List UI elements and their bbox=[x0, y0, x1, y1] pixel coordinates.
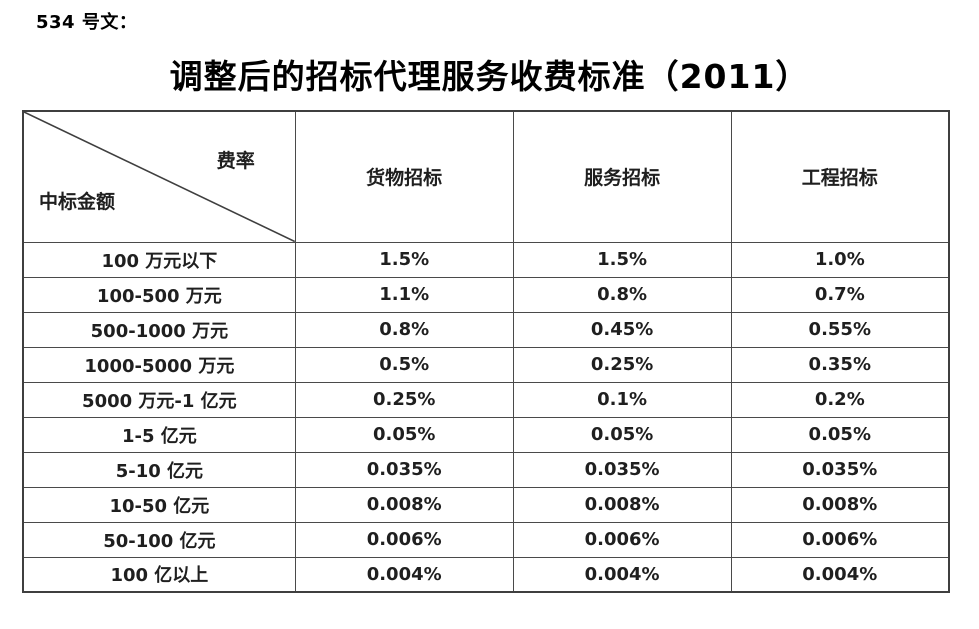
table-row: 5000 万元-1 亿元 0.25% 0.1% 0.2% bbox=[22, 381, 950, 418]
rate-cell: 0.004% bbox=[730, 556, 950, 593]
fee-table: 费率 中标金额 货物招标 服务招标 工程招标 100 万元以下 1.5% 1.5% 1… bbox=[22, 110, 950, 593]
amount-range-cell: 10-50 亿元 bbox=[22, 486, 296, 523]
rate-cell: 1.5% bbox=[512, 241, 732, 278]
rate-cell: 0.035% bbox=[730, 451, 950, 488]
corner-label-bid-amount: 中标金额 bbox=[39, 190, 116, 213]
rate-cell: 1.5% bbox=[294, 241, 514, 278]
table-row: 100 万元以下 1.5% 1.5% 1.0% bbox=[22, 241, 950, 278]
rate-cell: 0.008% bbox=[730, 486, 950, 523]
diagonal-divider-line bbox=[24, 112, 295, 242]
amount-range-cell: 1-5 亿元 bbox=[22, 416, 296, 453]
table-row: 100-500 万元 1.1% 0.8% 0.7% bbox=[22, 276, 950, 313]
amount-range-cell: 5000 万元-1 亿元 bbox=[22, 381, 296, 418]
amount-range-cell: 100 万元以下 bbox=[22, 241, 296, 278]
corner-label-fee-rate: 费率 bbox=[216, 150, 255, 172]
rate-cell: 0.05% bbox=[294, 416, 514, 453]
table-row: 100 亿以上 0.004% 0.004% 0.004% bbox=[22, 556, 950, 593]
rate-cell: 0.5% bbox=[294, 346, 514, 383]
rate-cell: 0.006% bbox=[730, 521, 950, 558]
table-row: 50-100 亿元 0.006% 0.006% 0.006% bbox=[22, 521, 950, 558]
rate-cell: 0.05% bbox=[512, 416, 732, 453]
rate-cell: 0.05% bbox=[730, 416, 950, 453]
amount-range-cell: 100-500 万元 bbox=[22, 276, 296, 313]
table-row: 1000-5000 万元 0.5% 0.25% 0.35% bbox=[22, 346, 950, 383]
rate-cell: 1.0% bbox=[730, 241, 950, 278]
rate-cell: 0.008% bbox=[294, 486, 514, 523]
rate-cell: 0.008% bbox=[512, 486, 732, 523]
rate-cell: 0.35% bbox=[730, 346, 950, 383]
page-title: 调整后的招标代理服务收费标准（2011） bbox=[169, 57, 810, 96]
amount-range-cell: 50-100 亿元 bbox=[22, 521, 296, 558]
rate-cell: 0.8% bbox=[512, 276, 732, 313]
table-row: 10-50 亿元 0.008% 0.008% 0.008% bbox=[22, 486, 950, 523]
column-header-engineering-tender: 工程招标 bbox=[730, 110, 950, 243]
rate-cell: 0.006% bbox=[294, 521, 514, 558]
rate-cell: 0.7% bbox=[730, 276, 950, 313]
fee-table-body: 100 万元以下 1.5% 1.5% 1.0% 100-500 万元 1.1% 0.8% 0.… bbox=[22, 241, 950, 593]
rate-cell: 0.45% bbox=[512, 311, 732, 348]
rate-cell: 1.1% bbox=[294, 276, 514, 313]
table-row: 5-10 亿元 0.035% 0.035% 0.035% bbox=[22, 451, 950, 488]
amount-range-cell: 1000-5000 万元 bbox=[22, 346, 296, 383]
rate-cell: 0.25% bbox=[294, 381, 514, 418]
rate-cell: 0.55% bbox=[730, 311, 950, 348]
table-row: 1-5 亿元 0.05% 0.05% 0.05% bbox=[22, 416, 950, 453]
rate-cell: 0.8% bbox=[294, 311, 514, 348]
amount-range-cell: 5-10 亿元 bbox=[22, 451, 296, 488]
rate-cell: 0.035% bbox=[294, 451, 514, 488]
corner-header-cell: 费率 中标金额 bbox=[22, 110, 296, 243]
column-header-goods-tender: 货物招标 bbox=[294, 110, 514, 243]
doc-ref-label: 534 号文： bbox=[36, 12, 138, 33]
rate-cell: 0.004% bbox=[294, 556, 514, 593]
rate-cell: 0.25% bbox=[512, 346, 732, 383]
rate-cell: 0.006% bbox=[512, 521, 732, 558]
rate-cell: 0.004% bbox=[512, 556, 732, 593]
amount-range-cell: 100 亿以上 bbox=[22, 556, 296, 593]
column-header-service-tender: 服务招标 bbox=[512, 110, 732, 243]
header-row: 费率 中标金额 货物招标 服务招标 工程招标 bbox=[22, 110, 950, 243]
rate-cell: 0.1% bbox=[512, 381, 732, 418]
rate-cell: 0.035% bbox=[512, 451, 732, 488]
table-row: 500-1000 万元 0.8% 0.45% 0.55% bbox=[22, 311, 950, 348]
amount-range-cell: 500-1000 万元 bbox=[22, 311, 296, 348]
rate-cell: 0.2% bbox=[730, 381, 950, 418]
